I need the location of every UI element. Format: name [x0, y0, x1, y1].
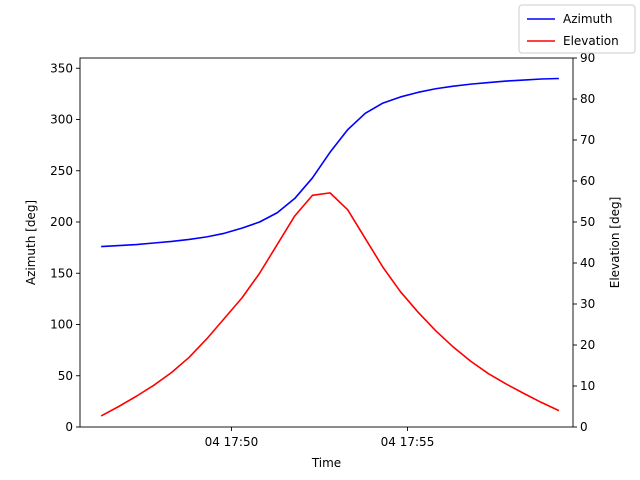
x-tick-label: 04 17:50 — [205, 435, 259, 449]
y-right-tick-label: 30 — [580, 297, 595, 311]
y-left-tick-label: 50 — [58, 369, 73, 383]
y-right-tick-label: 60 — [580, 174, 595, 188]
y-right-tick-label: 50 — [580, 215, 595, 229]
y-left-axis-label: Azimuth [deg] — [24, 200, 38, 285]
y-right-tick-label: 80 — [580, 92, 595, 106]
y-left-tick-label: 350 — [50, 61, 73, 75]
axes-frame — [79, 57, 574, 428]
legend-label-elevation: Elevation — [563, 34, 619, 48]
y-right-tick-label: 40 — [580, 256, 595, 270]
y-left-tick-label: 150 — [50, 266, 73, 280]
y-left-tick-label: 300 — [50, 113, 73, 127]
y-right-tick-label: 0 — [580, 420, 588, 434]
y-right-axis-label: Elevation [deg] — [608, 197, 622, 289]
legend-label-azimuth: Azimuth — [563, 12, 612, 26]
axes: 0 50 100 150 200 250 300 350 0 10 20 30 40 50 60 70 80 90… — [24, 51, 622, 470]
y-left-tick-label: 0 — [65, 420, 73, 434]
x-axis-label: Time — [311, 456, 341, 470]
y-right-tick-label: 10 — [580, 379, 595, 393]
legend: Azimuth Elevation — [518, 4, 636, 54]
y-left-tick-label: 250 — [50, 164, 73, 178]
y-left-tick-label: 100 — [50, 318, 73, 332]
y-right-tick-label: 90 — [580, 51, 595, 65]
series-line-azimuth — [101, 77, 559, 248]
y-right-tick-label: 70 — [580, 133, 595, 147]
plot-area — [100, 77, 560, 417]
y-left-tick-label: 200 — [50, 215, 73, 229]
x-tick-label: 04 17:55 — [381, 435, 435, 449]
series-line-elevation — [100, 192, 560, 417]
y-right-tick-label: 20 — [580, 338, 595, 352]
